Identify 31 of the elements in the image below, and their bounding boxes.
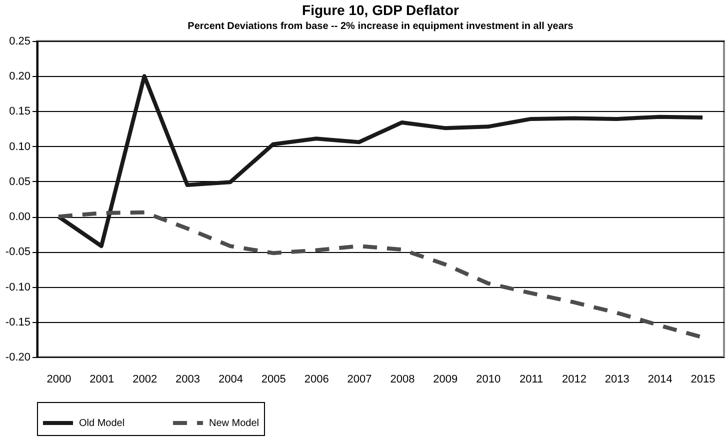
x-tick-label: 2014 <box>648 374 672 386</box>
x-tick-label: 2000 <box>46 374 72 386</box>
y-tick-label: 0.20 <box>9 70 30 83</box>
y-tick-label: -0.15 <box>5 316 30 328</box>
y-tick-label: 0.00 <box>9 211 30 224</box>
x-tick-label: 2004 <box>218 374 243 386</box>
y-tick-label: -0.10 <box>5 281 30 294</box>
legend-label: New Model <box>209 418 260 429</box>
line-series <box>56 74 705 248</box>
y-tick-label: 0.05 <box>9 176 30 188</box>
x-tick-label: 2011 <box>519 374 544 386</box>
x-tick-label: 2005 <box>261 374 286 386</box>
y-tick-label: 0.10 <box>9 140 30 153</box>
x-tick-label: 2008 <box>390 374 415 386</box>
y-tick-label: 0.15 <box>9 106 30 118</box>
x-tick-label: 2013 <box>604 374 630 386</box>
legend-label: Old Model <box>79 418 125 429</box>
x-tick-label: 2002 <box>132 374 158 386</box>
chart-subtitle: Percent Deviations from base -- 2% increase in equipment investment in all years <box>188 21 574 32</box>
x-tick-label: 2006 <box>304 374 329 386</box>
x-tick-label: 2009 <box>433 374 458 386</box>
x-tick-label: 2010 <box>476 374 501 386</box>
y-tick-label: -0.05 <box>5 246 30 258</box>
x-tick-label: 2003 <box>176 374 200 386</box>
y-tick-label: -0.20 <box>5 352 30 364</box>
x-tick-label: 2015 <box>690 374 716 386</box>
x-tick-label: 2012 <box>562 374 586 386</box>
chart-title: Figure 10, GDP Deflator <box>302 2 460 18</box>
y-tick-label: 0.25 <box>9 36 30 48</box>
x-tick-label: 2001 <box>90 374 114 386</box>
x-tick-label: 2007 <box>347 374 372 386</box>
